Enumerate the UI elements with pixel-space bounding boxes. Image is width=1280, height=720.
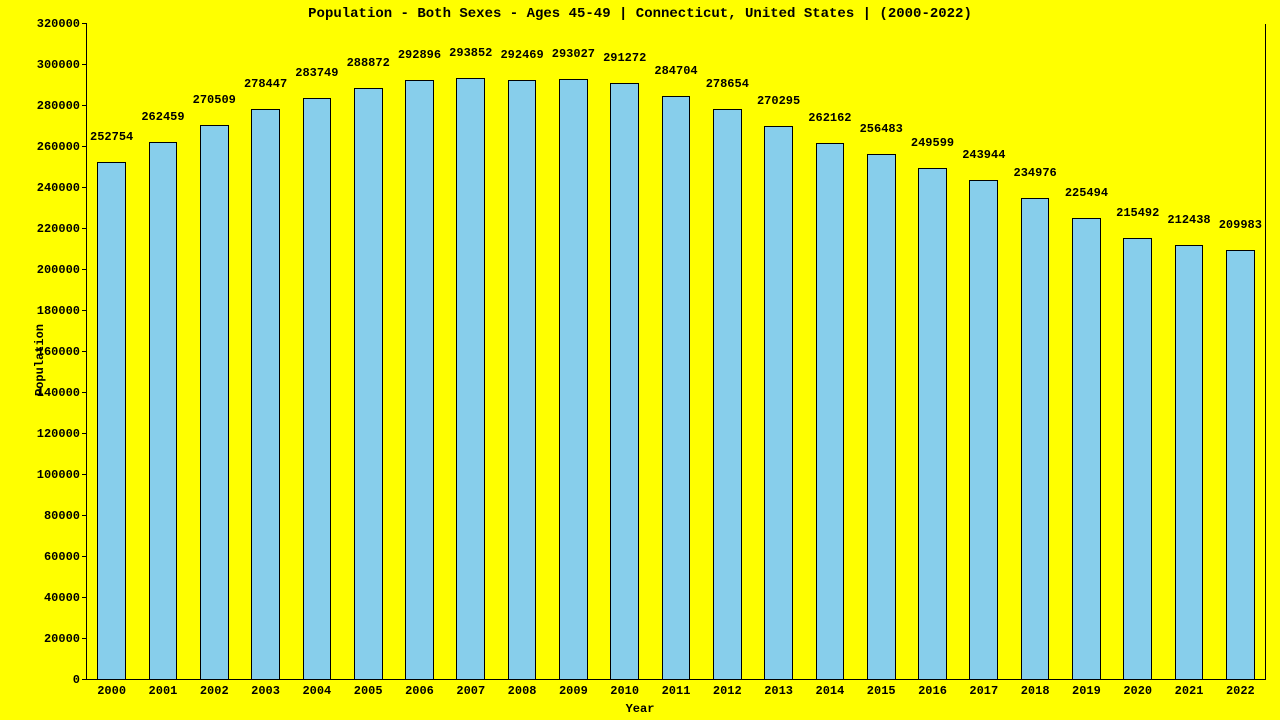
bar <box>405 80 434 680</box>
bar-value-label: 215492 <box>1116 206 1159 222</box>
bar-value-label: 256483 <box>860 122 903 138</box>
bar-value-label: 283749 <box>295 66 338 82</box>
bar-value-label: 262459 <box>141 110 184 126</box>
x-tick-label: 2014 <box>816 680 845 698</box>
x-tick-label: 2020 <box>1123 680 1152 698</box>
bar-value-label: 293852 <box>449 46 492 62</box>
x-tick-label: 2001 <box>149 680 178 698</box>
y-tick-label: 280000 <box>37 99 86 113</box>
bar <box>97 162 126 680</box>
bar <box>1072 218 1101 680</box>
bar-value-label: 292896 <box>398 48 441 64</box>
bar-value-label: 278654 <box>706 77 749 93</box>
y-tick-label: 100000 <box>37 468 86 482</box>
x-tick-label: 2009 <box>559 680 588 698</box>
bar-value-label: 278447 <box>244 77 287 93</box>
bar-value-label: 234976 <box>1014 166 1057 182</box>
y-tick-label: 220000 <box>37 222 86 236</box>
y-tick-label: 0 <box>73 673 86 687</box>
bar <box>354 88 383 680</box>
bar-value-label: 284704 <box>654 64 697 80</box>
x-tick-label: 2000 <box>97 680 126 698</box>
y-tick-label: 60000 <box>44 550 86 564</box>
x-tick-label: 2011 <box>662 680 691 698</box>
y-tick-label: 20000 <box>44 632 86 646</box>
x-tick-label: 2010 <box>610 680 639 698</box>
bar <box>662 96 691 680</box>
bar-value-label: 288872 <box>347 56 390 72</box>
chart-container: Population - Both Sexes - Ages 45-49 | C… <box>0 0 1280 720</box>
y-tick-label: 160000 <box>37 345 86 359</box>
x-axis-label: Year <box>0 702 1280 716</box>
x-tick-label: 2013 <box>764 680 793 698</box>
y-tick-label: 260000 <box>37 140 86 154</box>
y-tick-label: 140000 <box>37 386 86 400</box>
bar <box>1021 198 1050 680</box>
bar <box>764 126 793 680</box>
y-tick-label: 180000 <box>37 304 86 318</box>
bar-value-label: 249599 <box>911 136 954 152</box>
bar-value-label: 262162 <box>808 111 851 127</box>
bar-value-label: 270295 <box>757 94 800 110</box>
bar <box>1123 238 1152 680</box>
bar <box>559 79 588 680</box>
x-tick-label: 2003 <box>251 680 280 698</box>
chart-title: Population - Both Sexes - Ages 45-49 | C… <box>0 6 1280 22</box>
y-tick-label: 200000 <box>37 263 86 277</box>
x-tick-label: 2017 <box>969 680 998 698</box>
bar <box>508 80 537 680</box>
bar <box>303 98 332 680</box>
x-tick-label: 2019 <box>1072 680 1101 698</box>
x-tick-label: 2022 <box>1226 680 1255 698</box>
bar <box>969 180 998 680</box>
x-tick-label: 2004 <box>302 680 331 698</box>
bar <box>867 154 896 680</box>
bar <box>149 142 178 680</box>
y-tick-label: 40000 <box>44 591 86 605</box>
x-tick-label: 2002 <box>200 680 229 698</box>
bar <box>918 168 947 680</box>
bar-value-label: 293027 <box>552 47 595 63</box>
bar <box>456 78 485 680</box>
y-tick-label: 240000 <box>37 181 86 195</box>
x-tick-label: 2016 <box>918 680 947 698</box>
bar <box>610 83 639 680</box>
y-tick-label: 80000 <box>44 509 86 523</box>
bars: 252754 262459 270509 278447 283749 288872 2928… <box>86 24 1266 680</box>
x-tick-label: 2012 <box>713 680 742 698</box>
x-tick-label: 2006 <box>405 680 434 698</box>
bar-value-label: 291272 <box>603 51 646 67</box>
bar <box>1226 250 1255 680</box>
bar <box>713 109 742 680</box>
x-tick-label: 2021 <box>1175 680 1204 698</box>
x-tick-label: 2005 <box>354 680 383 698</box>
bar-value-label: 209983 <box>1219 218 1262 234</box>
bar <box>1175 245 1204 680</box>
bar-value-label: 243944 <box>962 148 1005 164</box>
x-tick-label: 2007 <box>456 680 485 698</box>
bar <box>816 143 845 680</box>
bar-value-label: 212438 <box>1167 213 1210 229</box>
bar-value-label: 270509 <box>193 93 236 109</box>
bar-value-label: 252754 <box>90 130 133 146</box>
x-tick-label: 2018 <box>1021 680 1050 698</box>
y-tick-label: 120000 <box>37 427 86 441</box>
x-tick-label: 2008 <box>508 680 537 698</box>
bar-value-label: 292469 <box>500 48 543 64</box>
bar-value-label: 225494 <box>1065 186 1108 202</box>
x-tick-label: 2015 <box>867 680 896 698</box>
y-tick-label: 320000 <box>37 17 86 31</box>
plot-area: 0200004000060000800001000001200001400001… <box>86 24 1266 680</box>
bar <box>200 125 229 680</box>
y-tick-label: 300000 <box>37 58 86 72</box>
bar <box>251 109 280 680</box>
